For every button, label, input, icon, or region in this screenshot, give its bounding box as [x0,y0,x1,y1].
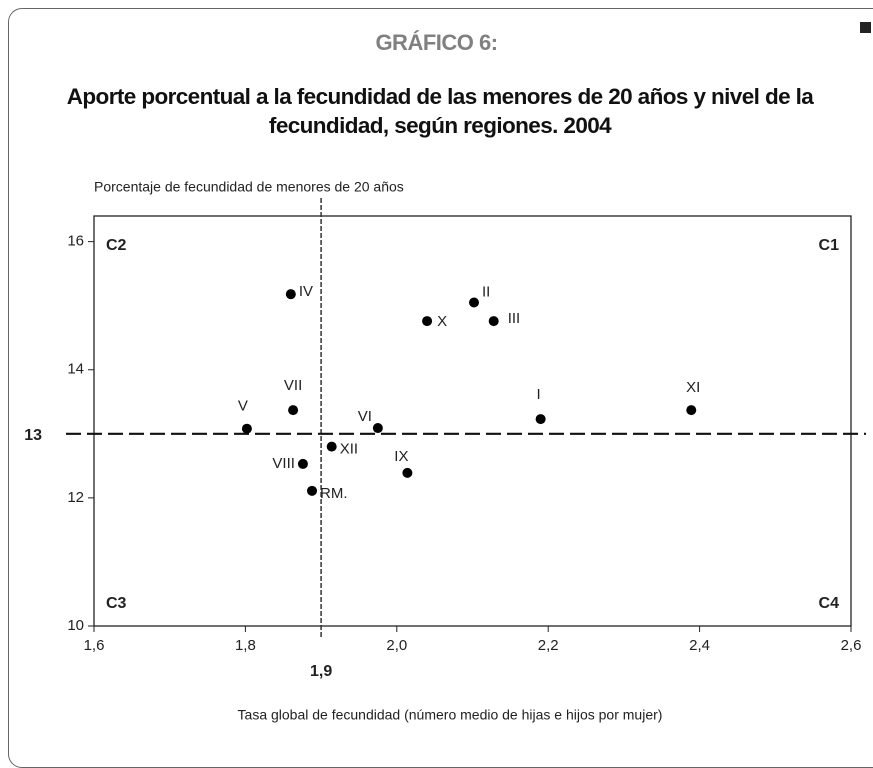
point-label: IX [394,448,408,465]
point [535,414,546,425]
y-tick-label: 16 [67,233,84,250]
chart-title: GRÁFICO 6: [375,30,498,55]
plot-frame [93,215,852,627]
point-label: IV [299,283,313,300]
point [297,458,308,469]
corner-square [860,22,871,33]
point-label: XII [340,441,358,458]
point [241,423,252,434]
point-label: V [238,398,248,415]
point-label: II [482,283,490,300]
point-label: X [437,313,447,330]
page: GRÁFICO 6: Aporte porcentual a la fecund… [8,8,873,768]
quadrant-label: C4 [819,595,840,612]
x-tick-label: 2,2 [538,637,559,654]
y-tick-label: 12 [67,489,84,506]
point [422,316,433,327]
point-label: XI [686,379,700,396]
point-label: VIII [272,455,295,472]
point [402,467,413,478]
chart: Porcentaje de fecundidad de menores de 2… [24,179,866,723]
point [285,289,296,300]
point [326,441,337,452]
y-tick-label: 10 [67,617,84,634]
point-label: I [537,386,541,403]
point-label: RM. [320,485,348,502]
chart-subtitle: Aporte porcentual a la fecundidad de las… [66,84,814,138]
point [372,423,383,434]
point-label: VII [284,377,302,394]
point [686,405,697,416]
x-reference-label: 1,9 [310,663,332,680]
point [469,297,480,308]
point-label: VI [358,408,372,425]
point [307,485,318,496]
point-label: III [508,310,521,327]
point [288,405,299,416]
y-tick-label: 14 [67,361,84,378]
x-tick-label: 2,0 [386,637,407,654]
y-reference-label: 13 [24,427,42,444]
quadrant-label: C3 [106,595,127,612]
quadrant-label: C1 [819,237,840,254]
x-tick-label: 2,6 [841,637,862,654]
y-axis-label: Porcentaje de fecundidad de menores de 2… [94,179,404,195]
x-axis-label: Tasa global de fecundidad (número medio … [238,707,663,723]
point [488,316,499,327]
x-tick-label: 1,6 [84,637,105,654]
quadrant-label: C2 [106,237,127,254]
x-tick-label: 2,4 [689,637,710,654]
x-tick-label: 1,8 [235,637,256,654]
